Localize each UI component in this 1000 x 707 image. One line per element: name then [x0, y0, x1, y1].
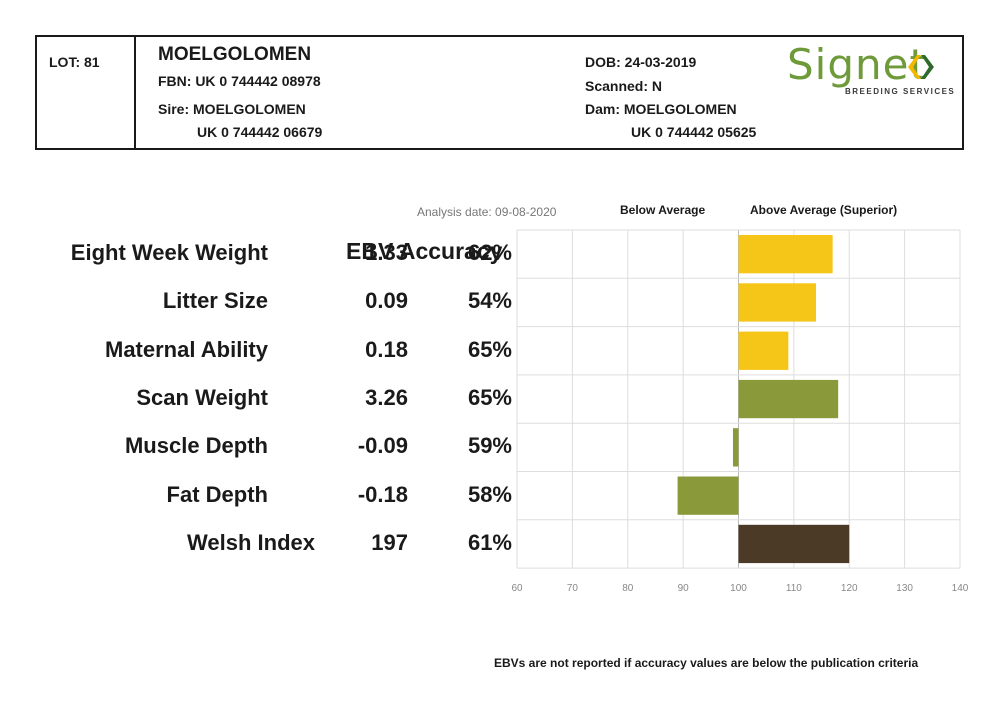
bar-scan-weight [738, 379, 839, 419]
ebv-value-scan-weight: 3.26 [365, 385, 408, 411]
accuracy-value-welsh-index: 61% [467, 529, 512, 555]
trait-label-scan-weight: Scan Weight [136, 385, 268, 411]
ebv-bar-chart: 60 70 80 90 100 110 120 130 140 [511, 229, 969, 594]
ebv-value-fat-depth: -0.18 [357, 481, 408, 507]
ebv-value-maternal-ability: 0.18 [365, 336, 408, 362]
ebv-value-muscle-depth: -0.09 [357, 433, 408, 459]
ebv-value-litter-size: 0.09 [365, 288, 408, 314]
flock-book-number: FBN: UK 0 744442 08978 [158, 73, 321, 89]
ebv-accuracy-heading: EBV Accuracy [346, 238, 503, 264]
lot-cell: LOT: 81 [37, 37, 136, 148]
x-tick-label: 90 [678, 583, 690, 594]
footnote: EBVs are not reported if accuracy values… [494, 656, 919, 670]
trait-label-litter-size: Litter Size [162, 288, 268, 314]
logo-subtext: BREEDING SERVICES [845, 87, 956, 96]
bar-maternal-ability [738, 331, 789, 370]
accuracy-value-litter-size: 54% [467, 288, 512, 314]
bar-fat-depth [677, 476, 739, 515]
trait-label-fat-depth: Fat Depth [166, 481, 268, 507]
x-tick-label: 140 [952, 583, 969, 594]
dam-name: Dam: MOELGOLOMEN [585, 101, 737, 117]
x-tick-label: 60 [511, 583, 523, 594]
scanned-status: Scanned: N [585, 78, 663, 94]
ebv-value-welsh-index: 197 [371, 529, 408, 555]
signet-logo: Signet BREEDING SERVICES [787, 40, 954, 101]
accuracy-value-muscle-depth: 59% [467, 433, 512, 459]
sire-id: UK 0 744442 06679 [197, 124, 323, 140]
below-average-label: Below Average [620, 203, 706, 217]
bar-litter-size [738, 283, 817, 322]
accuracy-value-maternal-ability: 65% [467, 336, 512, 362]
accuracy-value-fat-depth: 58% [467, 481, 512, 507]
dam-id: UK 0 744442 05625 [631, 124, 757, 140]
chevron-brackets-icon [905, 53, 939, 86]
x-tick-label: 70 [567, 583, 579, 594]
bar-muscle-depth [732, 428, 739, 467]
above-average-label: Above Average (Superior) [750, 203, 898, 217]
animal-name: MOELGOLOMEN [158, 44, 312, 65]
trait-label-maternal-ability: Maternal Ability [105, 336, 268, 362]
sire-name: Sire: MOELGOLOMEN [158, 101, 306, 117]
bar-eight-week-weight [738, 235, 833, 274]
logo-wordmark: Signet [787, 40, 927, 89]
trait-label-muscle-depth: Muscle Depth [124, 433, 268, 459]
x-tick-label: 80 [622, 583, 634, 594]
trait-label-welsh-index: Welsh Index [187, 529, 315, 555]
analysis-date: Analysis date: 09-08-2020 [417, 205, 557, 219]
trait-label-eight-week-weight: Eight Week Weight [70, 240, 268, 266]
accuracy-value-scan-weight: 65% [467, 385, 512, 411]
animal-info-panel: LOT: 81 MOELGOLOMEN FBN: UK 0 744442 089… [35, 35, 964, 150]
date-of-birth: DOB: 24-03-2019 [585, 54, 697, 70]
accuracy-value-eight-week-weight: 62% [467, 240, 512, 266]
x-tick-label: 130 [896, 583, 913, 594]
ebv-value-eight-week-weight: 1.33 [365, 240, 408, 266]
bar-welsh-index [738, 524, 850, 564]
x-tick-label: 100 [730, 583, 747, 594]
lot-number: LOT: 81 [49, 54, 100, 70]
x-tick-label: 110 [786, 583, 802, 594]
x-tick-label: 120 [841, 583, 858, 594]
